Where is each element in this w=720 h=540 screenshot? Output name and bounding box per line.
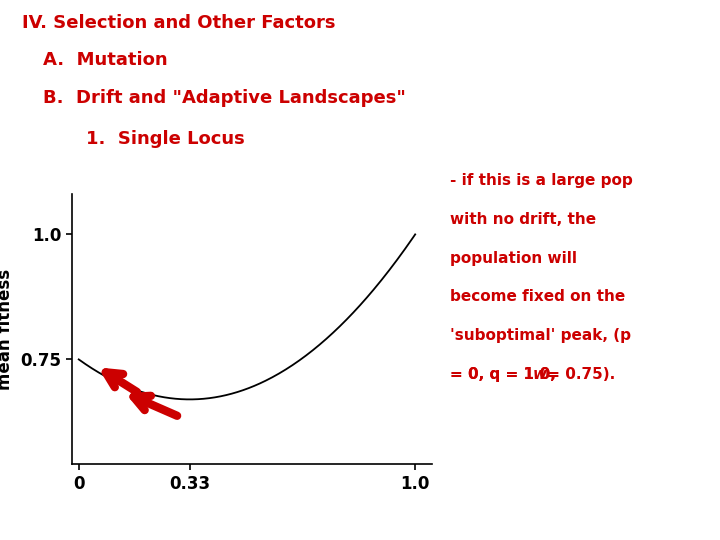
- Text: population will: population will: [450, 251, 577, 266]
- Text: 1.  Single Locus: 1. Single Locus: [86, 130, 245, 147]
- Text: with no drift, the: with no drift, the: [450, 212, 596, 227]
- Text: w: w: [533, 367, 547, 382]
- Text: A.  Mutation: A. Mutation: [43, 51, 168, 69]
- Text: IV. Selection and Other Factors: IV. Selection and Other Factors: [22, 14, 335, 31]
- Text: become fixed on the: become fixed on the: [450, 289, 625, 305]
- Y-axis label: mean fitness: mean fitness: [0, 269, 14, 390]
- Text: = 0, q = 1.0,: = 0, q = 1.0,: [450, 367, 561, 382]
- Text: 'suboptimal' peak, (p: 'suboptimal' peak, (p: [450, 328, 631, 343]
- Text: B.  Drift and "Adaptive Landscapes": B. Drift and "Adaptive Landscapes": [43, 89, 406, 107]
- Text: - if this is a large pop: - if this is a large pop: [450, 173, 633, 188]
- Text: = 0.75).: = 0.75).: [542, 367, 616, 382]
- Text: = 0, q = 1.0,: = 0, q = 1.0,: [450, 367, 561, 382]
